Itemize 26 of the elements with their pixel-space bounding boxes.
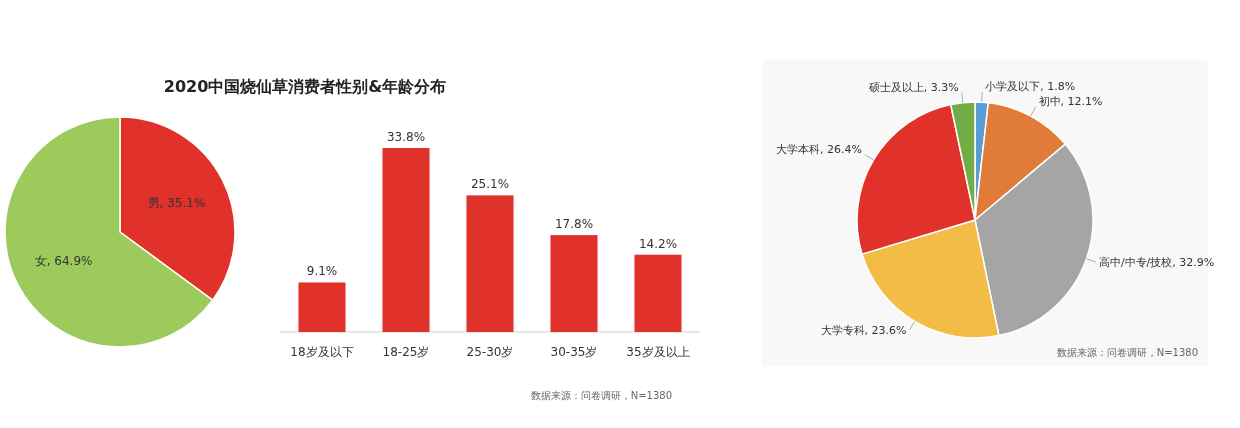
x-tick-label: 30-35岁 bbox=[550, 345, 598, 359]
text: 2020中国烧仙草消费者性别&年龄分布 bbox=[163, 77, 447, 96]
x-tick-label: 18岁及以下 bbox=[290, 345, 354, 359]
bar bbox=[382, 148, 430, 332]
bar bbox=[298, 282, 346, 332]
data-label: 25.1% bbox=[470, 177, 510, 192]
bar bbox=[634, 254, 682, 332]
slice-label: 初中, 12.1% bbox=[1038, 95, 1103, 109]
x-tick-label: 35岁及以上 bbox=[626, 345, 690, 359]
slice-label: 大学本科, 26.4% bbox=[775, 142, 862, 156]
source-note: 数据来源：问卷调研，N=1380 bbox=[530, 390, 672, 401]
slice-label: 高中/中专/技校, 32.9% bbox=[1098, 255, 1215, 269]
data-label: 33.8% bbox=[386, 130, 426, 144]
slice-label: 小学及以下, 1.8% bbox=[985, 80, 1076, 94]
data-label: 17.8% bbox=[554, 217, 594, 232]
data-label: 9.1% bbox=[306, 264, 338, 279]
x-tick-label: 18-25岁 bbox=[382, 345, 430, 359]
x-tick-label: 25-30岁 bbox=[466, 345, 514, 359]
slice-label: 男, 35.1% bbox=[147, 196, 206, 211]
slice-label: 女, 64.9% bbox=[34, 253, 93, 268]
slice-label: 大学专科, 23.6% bbox=[820, 324, 907, 337]
bar bbox=[466, 195, 514, 332]
source-note: 数据来源：问卷调研，N=1380 bbox=[1056, 347, 1198, 358]
data-label: 14.2% bbox=[638, 236, 678, 251]
bar bbox=[550, 235, 598, 332]
slice-label: 硕士及以上, 3.3% bbox=[867, 80, 959, 94]
